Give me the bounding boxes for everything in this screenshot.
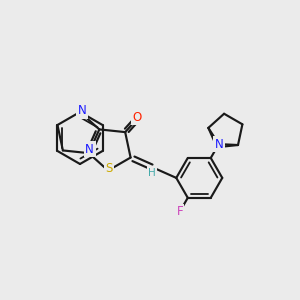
Text: H: H: [148, 168, 156, 178]
Text: F: F: [176, 205, 183, 218]
Text: O: O: [132, 111, 141, 124]
Text: N: N: [85, 142, 94, 156]
Text: N: N: [214, 138, 223, 151]
Text: N: N: [78, 104, 86, 118]
Text: S: S: [105, 162, 113, 175]
